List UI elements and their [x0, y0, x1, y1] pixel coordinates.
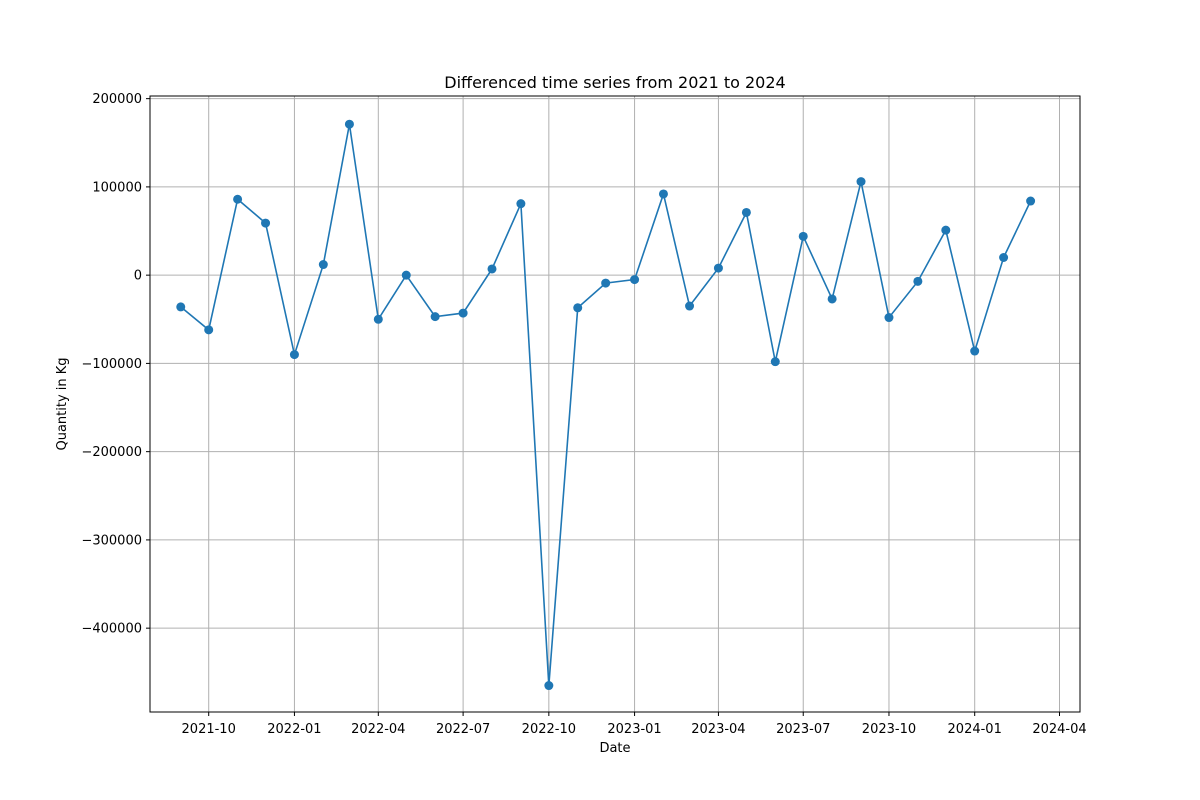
x-tick-label: 2024-01	[948, 722, 1002, 737]
data-point	[741, 207, 751, 217]
x-tick-label: 2022-07	[436, 722, 490, 737]
x-axis-ticks: 2021-10 2022-01 2022-04 2022-07 2022-10 2023-…	[182, 712, 1087, 737]
data-point	[233, 194, 243, 204]
data-point	[970, 346, 980, 356]
data-point	[941, 225, 951, 235]
chart-title: Differenced time series from 2021 to 202…	[444, 73, 785, 92]
grid-lines	[150, 96, 1080, 712]
y-axis-ticks: 200000 100000 0 −100000 −200000 −300000 −40000…	[81, 92, 150, 637]
data-point	[573, 303, 583, 313]
y-tick-label: −400000	[81, 622, 142, 637]
x-tick-label: 2023-10	[862, 722, 916, 737]
x-tick-label: 2023-04	[691, 722, 745, 737]
data-point	[798, 231, 808, 241]
data-point	[630, 275, 640, 285]
data-point	[318, 260, 328, 270]
plot-series	[176, 119, 1036, 691]
data-point	[430, 312, 440, 322]
data-point	[487, 264, 497, 274]
x-axis-label: Date	[599, 741, 630, 756]
data-point	[176, 302, 186, 312]
y-tick-label: 0	[134, 269, 142, 284]
y-tick-label: 100000	[92, 180, 142, 195]
data-point	[204, 325, 214, 335]
data-point	[544, 681, 554, 691]
x-tick-label: 2024-04	[1032, 722, 1086, 737]
data-point	[827, 294, 837, 304]
y-tick-label: 200000	[92, 92, 142, 107]
x-tick-label: 2023-07	[776, 722, 830, 737]
x-tick-label: 2022-01	[267, 722, 321, 737]
data-point	[884, 313, 894, 323]
y-tick-label: −100000	[81, 357, 142, 372]
y-axis-label: Quantity in Kg	[55, 357, 70, 450]
x-tick-label: 2021-10	[182, 722, 236, 737]
data-point	[401, 270, 411, 280]
data-point	[1026, 196, 1036, 206]
data-point	[913, 276, 923, 286]
data-point	[713, 263, 723, 273]
data-point	[658, 189, 668, 199]
data-point	[516, 199, 526, 209]
data-point	[601, 278, 611, 288]
data-point	[289, 350, 299, 360]
y-tick-label: −200000	[81, 445, 142, 460]
x-tick-label: 2022-04	[351, 722, 405, 737]
y-tick-label: −300000	[81, 533, 142, 548]
x-tick-label: 2023-01	[607, 722, 661, 737]
data-point	[344, 119, 354, 129]
data-point	[458, 308, 468, 318]
data-point	[770, 357, 780, 367]
plot-frame	[149, 95, 1081, 713]
data-point	[685, 301, 695, 311]
data-point	[999, 253, 1009, 263]
data-point	[373, 314, 383, 324]
data-point	[856, 177, 866, 187]
x-tick-label: 2022-10	[522, 722, 576, 737]
data-point	[261, 218, 271, 228]
